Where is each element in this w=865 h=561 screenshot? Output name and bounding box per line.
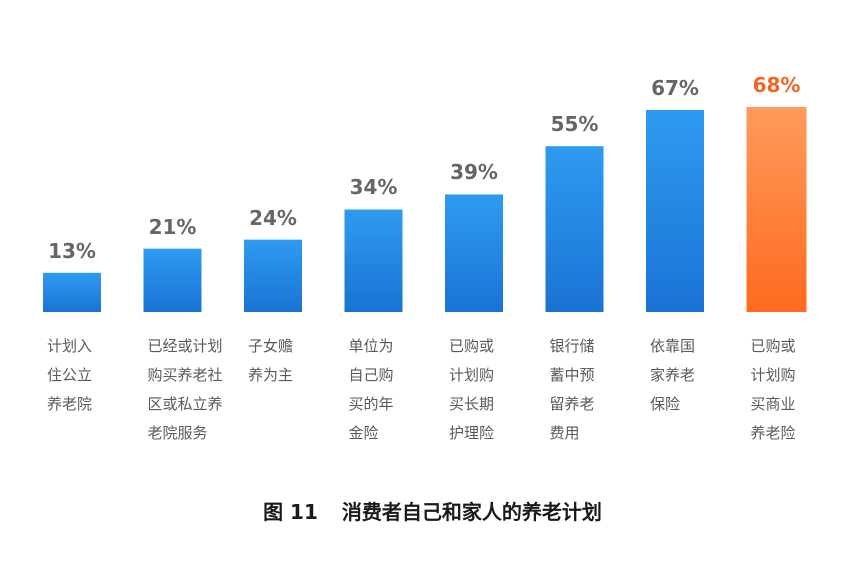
bar-6	[545, 146, 604, 312]
category-label-6: 银行储 蓄中预 留养老 费用	[549, 337, 595, 442]
category-label-8: 已购或 计划购 买商业 养老险	[750, 337, 796, 442]
bar-8	[746, 106, 807, 312]
category-label-5: 已购或 计划购 买长期 护理险	[449, 337, 495, 442]
bar-value-label-4: 34%	[349, 175, 398, 200]
bar-value-label-8: 68%	[752, 72, 801, 97]
figure-number: 图 11	[263, 500, 318, 524]
bar-value-label-2: 21%	[148, 214, 197, 239]
bar-3	[244, 239, 302, 312]
category-label-3: 子女赡 养为主	[248, 337, 294, 384]
bars-svg	[43, 106, 807, 312]
category-label-2: 已经或计划 购买养老社 区或私立养 老院服务	[147, 337, 223, 442]
bar-value-label-6: 55%	[550, 112, 599, 137]
bar-value-label-5: 39%	[450, 160, 498, 185]
bar-7	[646, 110, 704, 312]
bar-4	[344, 209, 403, 312]
figure-caption: 图 11 消费者自己和家人的养老计划	[0, 496, 865, 525]
bar-2	[143, 248, 202, 312]
figure-title: 消费者自己和家人的养老计划	[341, 500, 602, 524]
bar-value-label-7: 67%	[651, 76, 699, 100]
bar-value-label-1: 13%	[48, 238, 96, 263]
bar-1	[43, 272, 101, 312]
category-label-4: 单位为 自己购 买的年 金险	[348, 337, 394, 442]
bar-value-label-3: 24%	[249, 205, 297, 230]
bar-chart: 13% 计划入 住公立 养老院 21% 已经或计划 购买养老社 区或私立养 老院服务 2…	[43, 72, 807, 442]
bar-5	[445, 194, 503, 312]
category-label-1: 计划入 住公立 养老院	[47, 337, 93, 413]
category-label-7: 依靠国 家养老 保险	[650, 337, 696, 413]
